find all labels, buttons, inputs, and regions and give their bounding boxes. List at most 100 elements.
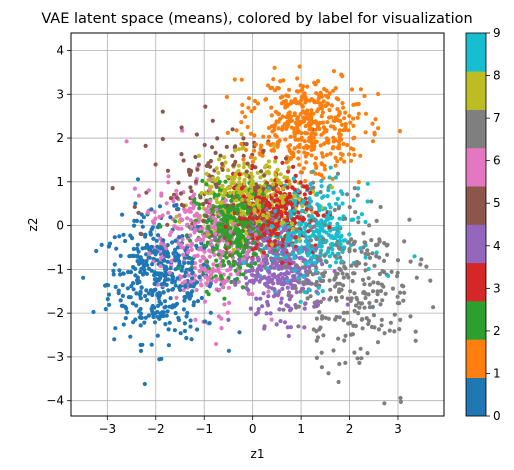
scatter-point [274,322,279,327]
scatter-point [250,236,255,241]
scatter-point [253,246,258,251]
scatter-point [246,291,251,296]
scatter-point [221,263,226,268]
scatter-point [216,229,221,234]
scatter-point [288,134,293,139]
scatter-point [335,171,340,176]
scatter-point [369,324,375,330]
scatter-point [341,238,346,243]
scatter-point [286,231,291,236]
scatter-point [277,307,282,312]
scatter-point [208,177,213,182]
scatter-point [288,325,293,330]
scatter-point [244,169,249,174]
scatter-point [236,227,241,232]
scatter-point [264,207,269,212]
scatter-point [302,225,307,231]
scatter-point [334,233,339,238]
scatter-point [147,251,152,256]
x-tick-label: 0 [249,422,257,436]
scatter-point [356,220,361,225]
scatter-point [312,233,317,238]
scatter-point [365,181,370,186]
scatter-point [298,83,303,88]
scatter-point [168,215,173,220]
scatter-point [216,252,221,257]
scatter-point [304,116,309,121]
scatter-point [239,77,244,82]
scatter-point [297,197,302,202]
scatter-point [205,210,210,215]
scatter-point [387,328,392,333]
scatter-point [336,118,341,123]
scatter-point [398,395,403,401]
scatter-point [232,185,237,191]
scatter-point [195,327,200,332]
scatter-point [112,337,117,342]
scatter-point [360,326,365,331]
scatter-point [397,327,402,332]
scatter-point [309,118,314,123]
scatter-point [286,235,291,240]
scatter-point [376,327,382,332]
scatter-point [283,156,289,161]
scatter-point [214,263,220,268]
scatter-point [246,96,252,101]
scatter-point [279,212,284,217]
scatter-point [151,220,156,225]
scatter-point [309,147,314,152]
scatter-point [237,182,242,187]
scatter-point [207,204,212,209]
scatter-point [283,137,288,142]
scatter-point [286,304,291,309]
scatter-point [319,178,324,184]
scatter-point [343,110,348,115]
scatter-point [314,289,319,294]
scatter-point [272,122,277,128]
scatter-point [313,171,318,176]
scatter-point [235,271,240,276]
scatter-point [182,261,187,266]
scatter-point [164,201,169,206]
scatter-point [358,346,363,351]
scatter-point [363,262,368,267]
scatter-point [320,154,326,159]
scatter-point [238,235,243,240]
scatter-point [352,152,357,157]
scatter-point [154,249,159,254]
scatter-point [321,130,326,135]
scatter-point [228,226,233,231]
scatter-point [135,254,140,259]
scatter-point [197,269,202,274]
scatter-point [173,219,178,224]
scatter-point [251,226,256,231]
scatter-point [121,271,126,276]
scatter-point [231,259,236,264]
scatter-point [292,199,298,204]
scatter-point [336,139,341,144]
scatter-point [303,131,308,136]
scatter-point [318,248,324,253]
scatter-point [215,136,220,141]
scatter-point [356,300,361,305]
scatter-point [138,348,144,353]
scatter-point [297,100,302,105]
scatter-point [160,136,165,142]
scatter-point [120,212,125,217]
scatter-point [242,177,247,182]
scatter-point [194,280,200,285]
scatter-point [290,185,295,190]
scatter-point [198,195,203,200]
colorbar-segment [466,71,486,110]
scatter-point [223,190,228,195]
scatter-point [190,289,195,294]
scatter-point [297,256,302,261]
scatter-point [133,266,138,271]
scatter-point [286,225,291,230]
scatter-point [302,325,307,330]
scatter-point [280,200,285,205]
scatter-point [329,216,334,221]
scatter-point [303,154,308,159]
scatter-point [298,272,303,277]
scatter-point [340,201,345,206]
